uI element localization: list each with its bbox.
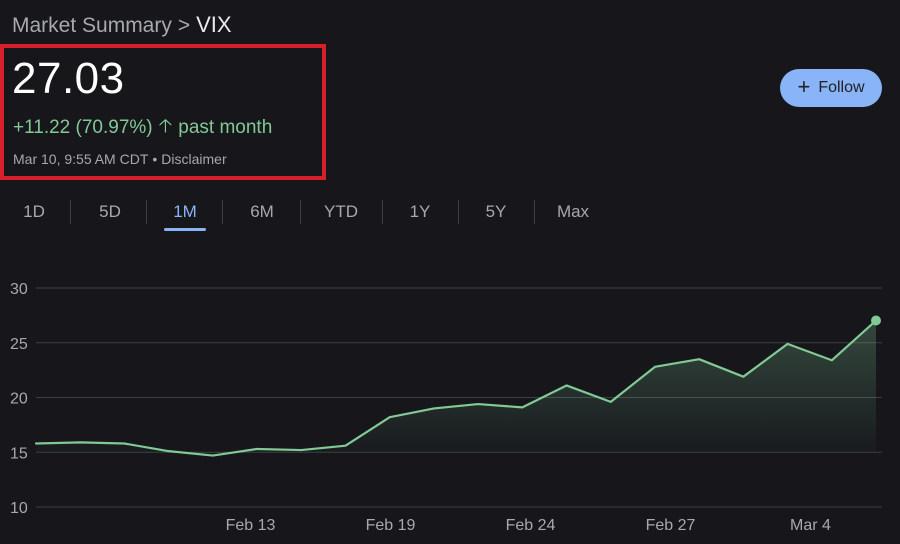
price-area-fill: [36, 320, 876, 456]
tab-label: 5Y: [485, 202, 507, 221]
tab-label: Max: [556, 202, 590, 221]
tab-1d[interactable]: 1D: [14, 196, 54, 228]
follow-button-label: Follow: [818, 79, 865, 96]
y-tick-label: 15: [10, 445, 28, 462]
price-line-series: [34, 319, 878, 457]
tab-divider: [458, 200, 459, 224]
tab-label: 1Y: [409, 202, 431, 221]
timestamp-separator: •: [152, 151, 158, 167]
y-tick-label: 30: [10, 281, 28, 298]
price-change: +11.22 (70.97%) 🡡 past month: [13, 112, 272, 144]
x-tick-label: Mar 4: [790, 517, 831, 534]
tab-label: 5D: [99, 202, 121, 221]
x-tick-label: Feb 24: [506, 517, 556, 534]
time-range-tabs: 1D 5D 1M 6M YTD 1Y 5Y Max: [0, 196, 620, 236]
y-tick-label: 10: [10, 500, 28, 517]
tab-label: 6M: [250, 202, 274, 221]
tab-divider: [382, 200, 383, 224]
y-tick-label: 20: [10, 391, 28, 408]
tab-max[interactable]: Max: [552, 196, 594, 228]
follow-button[interactable]: + Follow: [780, 69, 882, 107]
tab-divider: [534, 200, 535, 224]
tab-6m[interactable]: 6M: [242, 196, 282, 228]
disclaimer-link[interactable]: Disclaimer: [161, 151, 227, 167]
tab-5y[interactable]: 5Y: [476, 196, 516, 228]
plus-icon: +: [797, 74, 811, 99]
x-tick-label: Feb 19: [366, 517, 416, 534]
x-tick-label: Feb 27: [646, 517, 696, 534]
annotation-highlight-box: [0, 44, 326, 180]
tab-label: 1D: [23, 202, 45, 221]
tab-divider: [222, 200, 223, 224]
tab-1m[interactable]: 1M: [164, 196, 206, 231]
tab-divider: [300, 200, 301, 224]
x-tick-label: Feb 13: [226, 517, 276, 534]
tab-divider: [146, 200, 147, 224]
arrow-up-icon: 🡡: [158, 116, 173, 137]
quote-timestamp-row: Mar 10, 9:55 AM CDT • Disclaimer: [13, 151, 227, 167]
current-price: 27.03: [12, 54, 125, 103]
tab-5d[interactable]: 5D: [90, 196, 130, 228]
latest-price-marker: [871, 315, 881, 326]
breadcrumb-current: VIX: [196, 12, 232, 37]
quote-timestamp: Mar 10, 9:55 AM CDT: [13, 151, 149, 167]
price-change-value: +11.22 (70.97%): [13, 117, 153, 138]
price-change-period: past month: [178, 117, 273, 138]
breadcrumb-parent[interactable]: Market Summary: [12, 14, 172, 37]
breadcrumb: Market Summary > VIX: [12, 12, 232, 38]
tab-ytd[interactable]: YTD: [318, 196, 364, 228]
tab-label: 1M: [173, 202, 197, 221]
breadcrumb-separator: >: [177, 14, 191, 37]
tab-1y[interactable]: 1Y: [400, 196, 440, 228]
y-tick-label: 25: [10, 336, 28, 353]
tab-label: YTD: [324, 202, 358, 221]
tab-divider: [70, 200, 71, 224]
